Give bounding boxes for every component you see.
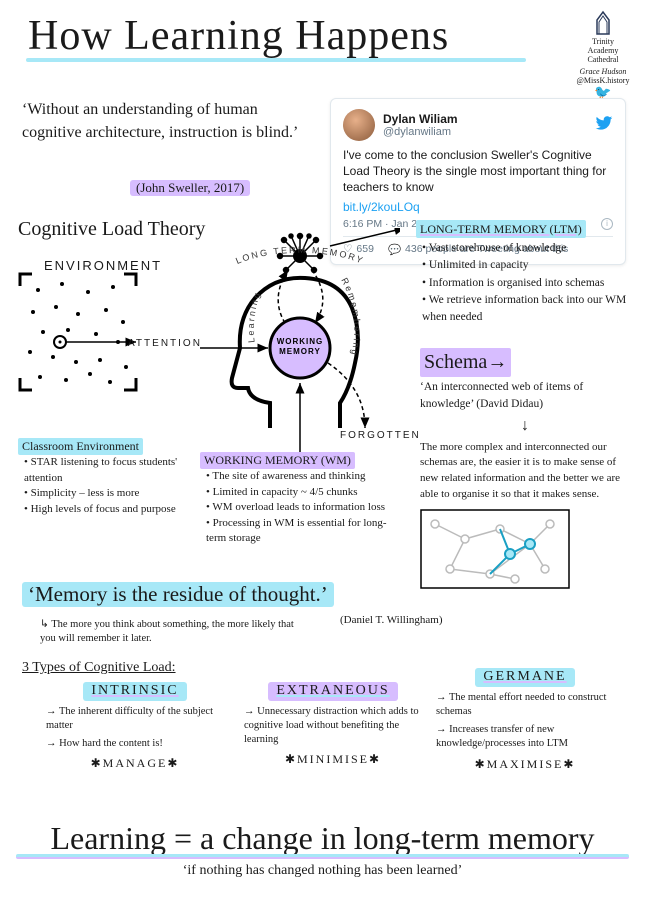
- svg-text:Remembering: Remembering: [339, 276, 362, 358]
- attention-label: ATTENTION: [128, 338, 202, 349]
- willingham-attr: (Daniel T. Willingham): [340, 614, 443, 626]
- wm-section: WORKING MEMORY (WM) The site of awarenes…: [200, 452, 400, 546]
- tweet-name: Dylan Wiliam: [383, 112, 458, 126]
- clt-title: Cognitive Load Theory: [18, 218, 205, 241]
- schema-text: The more complex and interconnected our …: [420, 440, 630, 504]
- logo-area: Trinity Academy Cathedral Grace Hudson @…: [573, 8, 633, 101]
- ltm-heading: LONG-TERM MEMORY (LTM): [416, 220, 586, 238]
- schema-section: Schema→ ‘An interconnected web of items …: [420, 348, 630, 595]
- ltm-section: LONG-TERM MEMORY (LTM) Vast storehouse o…: [416, 220, 628, 326]
- logo-text-3: Cathedral: [573, 56, 633, 65]
- germane-title: GERMANE: [475, 668, 574, 687]
- schema-network-icon: [420, 509, 570, 589]
- germane-tag: MAXIMISE: [430, 756, 620, 772]
- extraneous-title: EXTRANEOUS: [268, 682, 397, 701]
- intrinsic-tag: MANAGE: [40, 755, 230, 771]
- list-item: High levels of focus and purpose: [24, 502, 188, 517]
- twitter-icon: [595, 114, 613, 137]
- list-item: Increases transfer of new knowledge/proc…: [430, 723, 620, 751]
- cathedral-icon: [589, 8, 617, 36]
- list-item: STAR listening to focus students' attent…: [24, 455, 188, 486]
- extraneous-tag: MINIMISE: [238, 751, 428, 767]
- final-sub: ‘if nothing has changed nothing has been…: [0, 863, 645, 879]
- svg-text:WORKING: WORKING: [277, 337, 324, 346]
- forgotten-label: FORGOTTEN: [340, 430, 421, 441]
- list-item: Unlimited in capacity: [422, 257, 628, 274]
- list-item: Unnecessary distraction which adds to co…: [238, 705, 428, 748]
- schema-heading: Schema→: [420, 348, 511, 377]
- final-line: Learning = a change in long-term memory: [46, 820, 598, 857]
- list-item: Simplicity – less is more: [24, 486, 188, 501]
- list-item: We retrieve information back into our WM…: [422, 292, 628, 327]
- head-diagram: WORKING MEMORY LONG TERM MEMORY Learning…: [200, 228, 400, 458]
- tweet-body: I've come to the conclusion Sweller's Co…: [343, 147, 613, 196]
- down-arrow-icon: ↓: [420, 414, 630, 437]
- list-item: The inherent difficulty of the subject m…: [40, 705, 230, 733]
- svg-text:MEMORY: MEMORY: [279, 347, 321, 356]
- tweet-avatar: [343, 109, 375, 141]
- classroom-heading: Classroom Environment: [18, 438, 143, 455]
- ltm-list: Vast storehouse of knowledge Unlimited i…: [416, 240, 628, 326]
- tweet-handle: @dylanwiliam: [383, 126, 458, 138]
- sweller-quote: ‘Without an understanding of human cogni…: [22, 98, 312, 144]
- intrinsic-col: INTRINSIC The inherent difficulty of the…: [40, 682, 230, 772]
- intrinsic-title: INTRINSIC: [83, 682, 186, 701]
- list-item: The mental effort needed to construct sc…: [430, 691, 620, 719]
- list-item: WM overload leads to information loss: [206, 500, 400, 515]
- list-item: Processing in WM is essential for long-t…: [206, 516, 400, 547]
- environment-label: ENVIRONMENT: [44, 258, 162, 273]
- page-title: How Learning Happens: [28, 12, 449, 60]
- list-item: The site of awareness and thinking: [206, 469, 400, 484]
- willingham-sub: The more you think about something, the …: [40, 618, 310, 646]
- classroom-section: Classroom Environment STAR listening to …: [18, 438, 188, 517]
- willingham-quote: ‘Memory is the residue of thought.’: [22, 582, 334, 607]
- tweet-link[interactable]: bit.ly/2kouLOq: [343, 200, 613, 214]
- germane-col: GERMANE The mental effort needed to cons…: [430, 668, 620, 772]
- list-item: Limited in capacity ~ 4/5 chunks: [206, 485, 400, 500]
- sweller-attribution: (John Sweller, 2017): [130, 180, 250, 196]
- wm-heading: WORKING MEMORY (WM): [200, 452, 355, 469]
- types-title: 3 Types of Cognitive Load:: [22, 660, 176, 676]
- list-item: Information is organised into schemas: [422, 275, 628, 292]
- extraneous-col: EXTRANEOUS Unnecessary distraction which…: [238, 682, 428, 768]
- final-section: Learning = a change in long-term memory …: [0, 820, 645, 879]
- list-item: How hard the content is!: [40, 737, 230, 751]
- list-item: Vast storehouse of knowledge: [422, 240, 628, 257]
- schema-quote: ‘An interconnected web of items of knowl…: [420, 379, 630, 412]
- environment-box: [18, 272, 138, 392]
